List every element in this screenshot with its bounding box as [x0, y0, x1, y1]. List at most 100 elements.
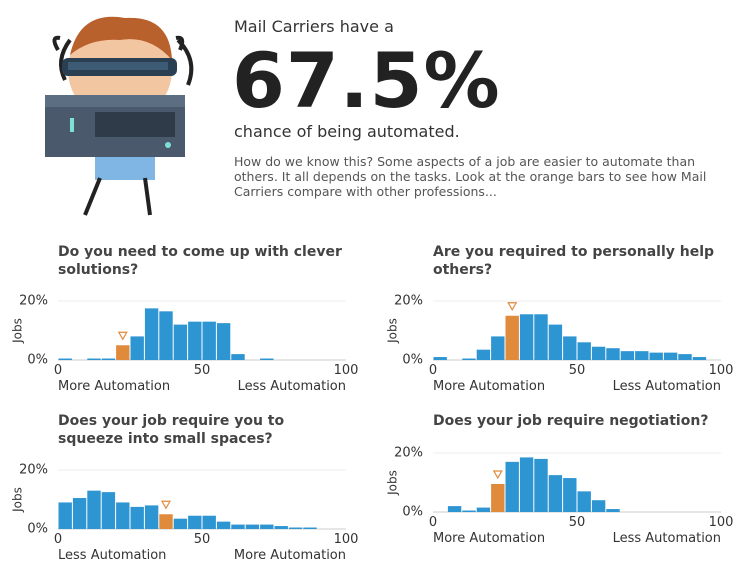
bar	[216, 521, 231, 529]
bar	[87, 358, 101, 360]
bar	[303, 527, 317, 529]
bar	[462, 358, 476, 360]
x-tick-label: 50	[194, 532, 211, 547]
bar	[130, 506, 144, 529]
bar	[548, 475, 563, 512]
bar	[692, 357, 707, 360]
bar	[462, 510, 476, 512]
bar	[144, 308, 159, 360]
bar	[173, 518, 188, 529]
outro: chance of being automated.	[234, 122, 460, 141]
bar	[591, 346, 606, 360]
bar	[202, 515, 216, 529]
highlight-marker	[492, 470, 503, 480]
bar	[101, 358, 116, 360]
bar	[678, 354, 692, 360]
bar	[534, 314, 548, 360]
bar	[116, 345, 130, 360]
x-label-right: Less Automation	[613, 531, 721, 546]
x-label-left: More Automation	[433, 379, 545, 394]
bar	[491, 483, 505, 512]
highlight-marker	[507, 302, 518, 311]
x-tick-label: 50	[569, 515, 586, 530]
bar	[231, 524, 245, 529]
x-tick-label: 100	[334, 532, 359, 547]
x-tick-label: 50	[569, 363, 586, 378]
y-tick-label: 20%	[394, 294, 423, 309]
highlight-marker	[160, 500, 172, 510]
bar	[202, 321, 216, 360]
bar	[548, 324, 563, 360]
bar	[563, 478, 577, 512]
bar	[130, 336, 144, 360]
bar	[101, 492, 116, 529]
bar	[159, 311, 173, 360]
bar	[505, 315, 519, 360]
bar	[635, 351, 649, 360]
y-axis-label: Jobs	[386, 470, 400, 496]
bar	[260, 358, 274, 360]
bar	[534, 458, 548, 512]
bar	[288, 527, 303, 529]
chart-title: Do you need to come up with clever solut…	[58, 244, 342, 278]
y-tick-label: 0%	[27, 522, 48, 537]
y-tick-label: 0%	[402, 505, 423, 520]
bar	[58, 502, 72, 529]
bar	[476, 507, 491, 512]
bar	[447, 506, 462, 512]
highlight-marker	[117, 331, 128, 341]
y-tick-label: 20%	[19, 463, 48, 478]
bar	[188, 515, 202, 529]
bar	[260, 524, 274, 529]
bar	[649, 352, 663, 360]
x-label-right: Less Automation	[238, 379, 346, 394]
bar	[433, 357, 447, 360]
bar	[87, 490, 101, 529]
x-tick-label: 0	[54, 363, 62, 378]
illustration	[45, 16, 194, 216]
y-tick-label: 0%	[27, 353, 48, 368]
x-label-left: Less Automation	[58, 548, 166, 563]
bar	[58, 358, 72, 360]
bar	[245, 524, 260, 529]
x-label-right: More Automation	[234, 548, 346, 563]
bar	[591, 500, 606, 512]
bar	[476, 349, 491, 360]
chart-title: Does your job require negotiation?	[433, 413, 709, 429]
bar	[274, 526, 288, 529]
bar	[620, 351, 635, 360]
chart-title: Does your job require you to squeeze int…	[58, 413, 285, 447]
x-label-left: More Automation	[433, 531, 545, 546]
y-tick-label: 20%	[19, 294, 48, 309]
bar	[231, 354, 245, 360]
x-tick-label: 100	[709, 515, 734, 530]
x-tick-label: 0	[54, 532, 62, 547]
y-tick-label: 20%	[394, 446, 423, 461]
bar	[505, 461, 519, 512]
bar	[173, 324, 188, 360]
y-axis-label: Jobs	[11, 487, 25, 513]
y-tick-label: 0%	[402, 353, 423, 368]
description: How do we know this? Some aspects of a j…	[234, 154, 707, 199]
bar	[663, 352, 678, 360]
bar	[519, 314, 534, 360]
y-axis-label: Jobs	[11, 318, 25, 344]
x-tick-label: 0	[429, 363, 437, 378]
bar	[216, 323, 231, 360]
bar	[116, 502, 130, 529]
bar	[606, 509, 620, 512]
x-tick-label: 0	[429, 515, 437, 530]
bar	[563, 336, 577, 360]
intro: Mail Carriers have a	[234, 17, 394, 36]
chart-title: Are you required to personally help othe…	[433, 244, 715, 278]
bar	[188, 321, 202, 360]
x-tick-label: 50	[194, 363, 211, 378]
bar	[606, 348, 620, 360]
bar	[577, 491, 591, 512]
automation-percent: 67.5%	[232, 36, 501, 125]
bar	[577, 342, 591, 360]
bar	[491, 336, 505, 360]
x-label-right: Less Automation	[613, 379, 721, 394]
